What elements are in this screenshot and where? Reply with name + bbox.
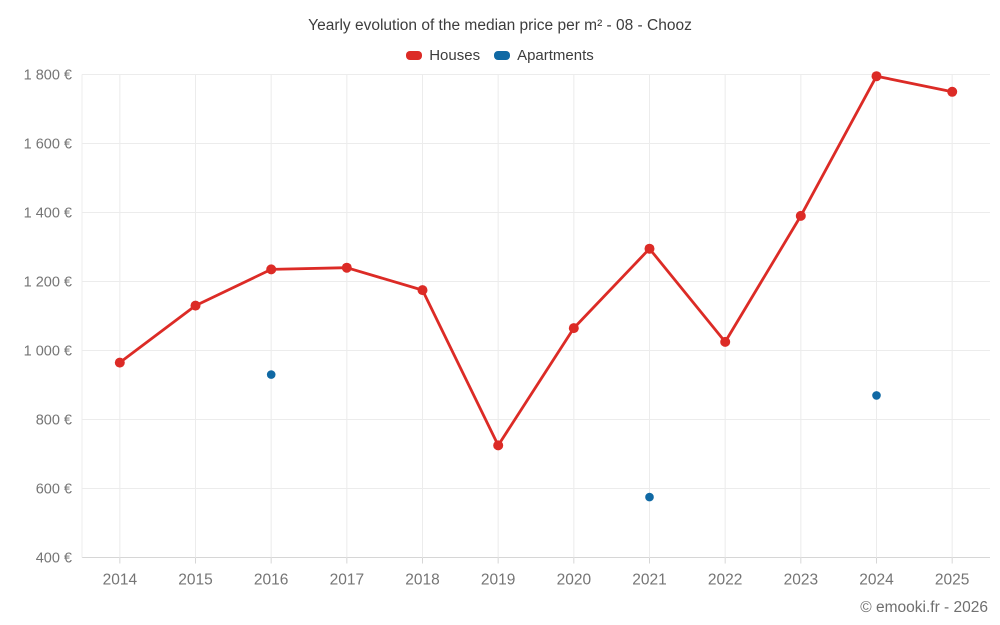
apartments-data-point-2024[interactable]: [872, 391, 881, 400]
legend-label-houses: Houses: [429, 47, 481, 64]
x-axis-tick-label: 2025: [935, 571, 969, 588]
y-axis-tick-label: 1 800 €: [24, 68, 72, 84]
houses-data-point-2023[interactable]: [795, 210, 806, 221]
houses-data-point-2020[interactable]: [568, 323, 579, 334]
legend-item-apartments[interactable]: Apartments: [494, 47, 594, 64]
houses-line-series: [118, 74, 954, 447]
y-axis-tick-label: 1 600 €: [24, 137, 72, 153]
x-axis-tick-label: 2017: [330, 571, 364, 588]
x-axis-tick-label: 2014: [103, 571, 138, 588]
chart-title: Yearly evolution of the median price per…: [308, 17, 692, 34]
houses-data-point-2021[interactable]: [644, 243, 655, 254]
y-axis-tick-label: 1 200 €: [24, 275, 72, 291]
legend-label-apartments: Apartments: [517, 47, 594, 64]
y-axis-tick-label: 1 400 €: [24, 206, 72, 222]
y-axis-tick-label: 400 €: [36, 551, 72, 567]
x-axis-tick-label: 2016: [254, 571, 288, 588]
houses-data-point-2015[interactable]: [190, 300, 201, 311]
x-axis-tick-label: 2019: [481, 571, 515, 588]
x-axis-tick-label: 2018: [405, 571, 439, 588]
chart-legend: Houses Apartments: [0, 47, 1000, 64]
y-axis-tick-label: 1 000 €: [24, 344, 72, 360]
y-axis-tick-label: 800 €: [36, 413, 72, 429]
apartments-data-point-2016[interactable]: [266, 370, 276, 379]
houses-legend-swatch-icon: [406, 51, 423, 60]
legend-item-houses[interactable]: Houses: [406, 47, 480, 64]
x-axis-tick-label: 2024: [859, 571, 894, 588]
footer-credit: © emooki.fr - 2026: [860, 599, 988, 616]
x-axis-tick-label: 2020: [557, 571, 592, 588]
x-axis-tick-label: 2021: [632, 571, 666, 588]
houses-data-point-2019[interactable]: [493, 440, 504, 451]
x-axis-tick-label: 2023: [784, 571, 818, 588]
x-axis-tick-label: 2015: [178, 571, 212, 588]
houses-data-point-2025[interactable]: [947, 86, 958, 97]
houses-data-point-2016[interactable]: [266, 264, 277, 275]
houses-data-point-2018[interactable]: [417, 285, 428, 296]
houses-data-point-2022[interactable]: [720, 336, 731, 347]
houses-data-point-2017[interactable]: [341, 262, 352, 273]
houses-data-point-2024[interactable]: [871, 71, 882, 82]
apartments-legend-swatch-icon: [494, 51, 511, 60]
houses-data-point-2014[interactable]: [114, 357, 125, 368]
x-axis-tick-label: 2022: [708, 571, 742, 588]
apartments-data-point-2021[interactable]: [645, 492, 654, 502]
y-axis-tick-label: 600 €: [36, 482, 72, 498]
